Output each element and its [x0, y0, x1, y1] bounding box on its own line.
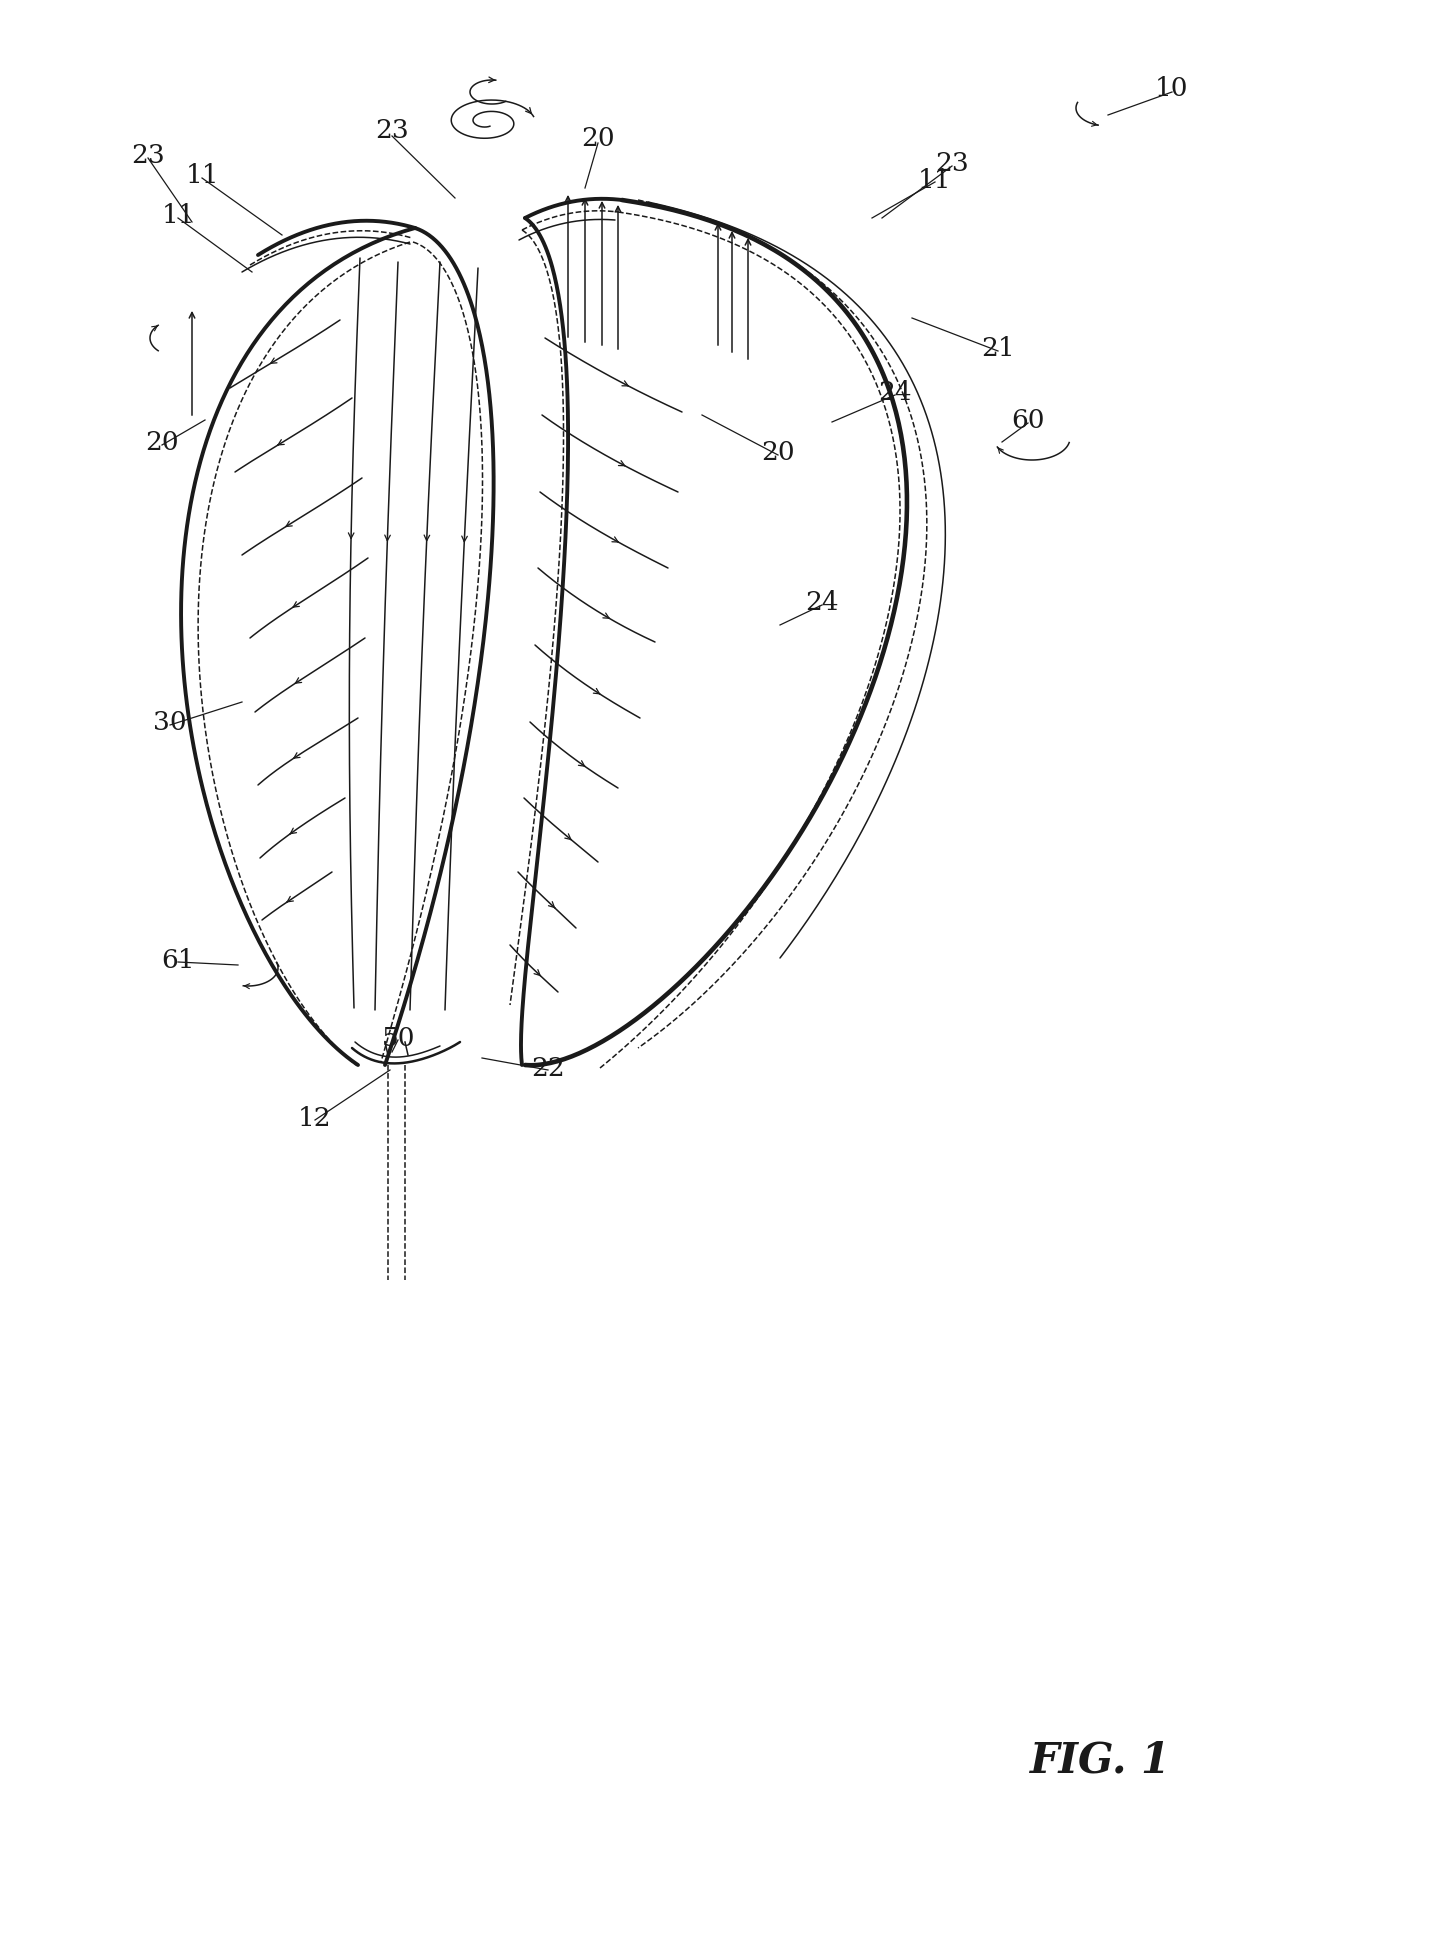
Text: 23: 23 — [131, 143, 166, 168]
Text: 50: 50 — [382, 1025, 415, 1050]
Text: 23: 23 — [375, 118, 409, 143]
Text: 10: 10 — [1156, 75, 1189, 101]
Text: 21: 21 — [982, 335, 1015, 360]
Text: 30: 30 — [154, 710, 187, 735]
Text: 22: 22 — [531, 1056, 565, 1081]
Text: 11: 11 — [161, 203, 195, 228]
Text: 24: 24 — [878, 379, 912, 404]
Text: FIG. 1: FIG. 1 — [1029, 1739, 1170, 1781]
Text: 23: 23 — [935, 151, 968, 176]
Text: 20: 20 — [145, 429, 179, 454]
Text: 11: 11 — [918, 168, 951, 193]
Text: 12: 12 — [298, 1106, 333, 1131]
Text: 24: 24 — [806, 590, 839, 615]
Text: 11: 11 — [186, 162, 219, 188]
Text: 61: 61 — [161, 948, 195, 973]
Text: 20: 20 — [581, 126, 614, 151]
Text: 20: 20 — [761, 439, 794, 464]
Text: 60: 60 — [1011, 408, 1045, 433]
